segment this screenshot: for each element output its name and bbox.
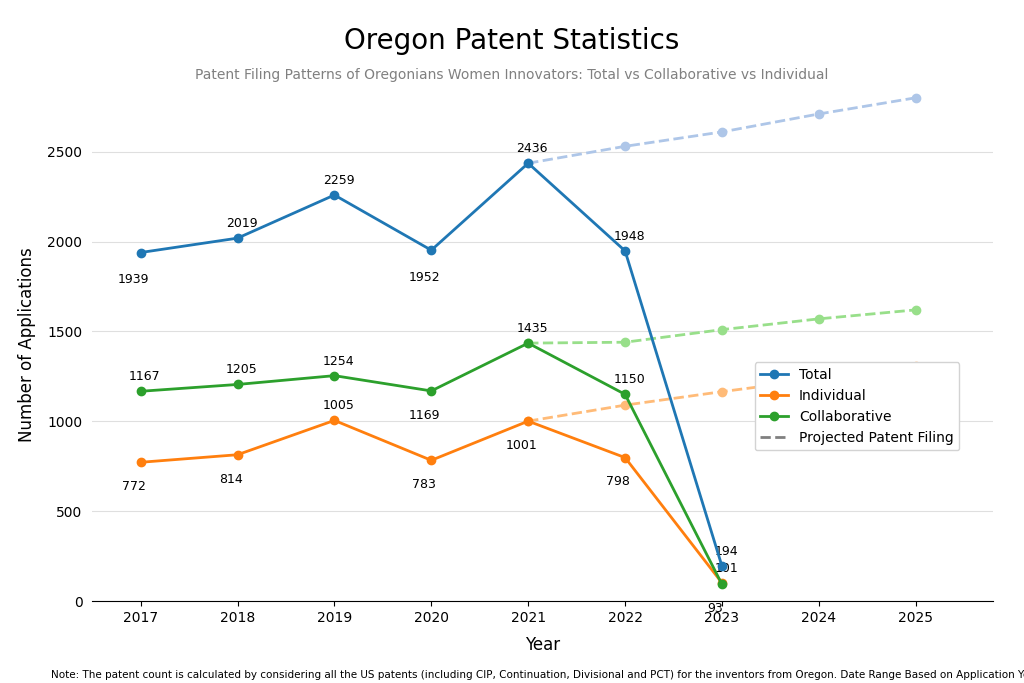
Y-axis label: Number of Applications: Number of Applications bbox=[18, 247, 36, 443]
Text: 2019: 2019 bbox=[226, 217, 257, 230]
Text: Oregon Patent Statistics: Oregon Patent Statistics bbox=[344, 27, 680, 55]
Text: Note: The patent count is calculated by considering all the US patents (includin: Note: The patent count is calculated by … bbox=[51, 669, 1024, 680]
Text: 1435: 1435 bbox=[516, 322, 548, 335]
Text: Patent Filing Patterns of Oregonians Women Innovators: Total vs Collaborative vs: Patent Filing Patterns of Oregonians Wom… bbox=[196, 68, 828, 82]
Text: 93: 93 bbox=[708, 602, 723, 615]
Text: 1939: 1939 bbox=[118, 273, 150, 286]
Text: 2436: 2436 bbox=[516, 142, 548, 155]
Text: 783: 783 bbox=[413, 478, 436, 491]
Text: 2259: 2259 bbox=[323, 174, 354, 187]
Text: 1167: 1167 bbox=[129, 370, 161, 383]
Text: 1254: 1254 bbox=[323, 354, 354, 367]
Text: 194: 194 bbox=[715, 545, 738, 558]
Text: 798: 798 bbox=[606, 475, 630, 488]
Text: 1205: 1205 bbox=[226, 363, 258, 376]
Text: 1150: 1150 bbox=[613, 373, 645, 386]
Text: 1005: 1005 bbox=[323, 400, 354, 413]
Text: 1948: 1948 bbox=[613, 229, 645, 242]
Text: 1169: 1169 bbox=[409, 408, 440, 421]
Text: 1952: 1952 bbox=[409, 270, 440, 283]
Text: 101: 101 bbox=[715, 562, 738, 575]
Legend: Total, Individual, Collaborative, Projected Patent Filing: Total, Individual, Collaborative, Projec… bbox=[755, 363, 959, 450]
Text: 772: 772 bbox=[122, 480, 145, 493]
Text: 1001: 1001 bbox=[506, 439, 538, 452]
Text: 814: 814 bbox=[219, 473, 243, 486]
X-axis label: Year: Year bbox=[525, 636, 560, 654]
